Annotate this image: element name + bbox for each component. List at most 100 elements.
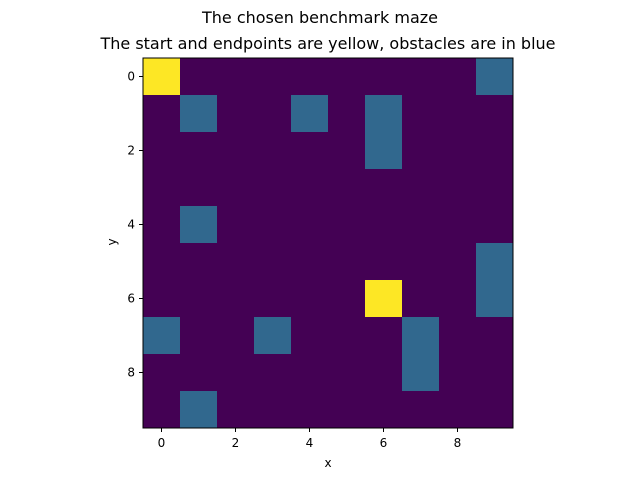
empty-cell — [254, 243, 292, 281]
y-tick-label: 0 — [127, 70, 135, 84]
y-tick-label: 4 — [127, 218, 135, 232]
empty-cell — [291, 391, 329, 429]
endpoint-cell — [365, 280, 403, 318]
empty-cell — [402, 169, 440, 207]
empty-cell — [365, 58, 403, 96]
obstacle-cell — [180, 391, 218, 429]
empty-cell — [365, 206, 403, 244]
x-tick-label: 0 — [158, 436, 166, 450]
empty-cell — [476, 317, 514, 355]
empty-cell — [217, 95, 255, 133]
empty-cell — [328, 354, 366, 392]
empty-cell — [291, 280, 329, 318]
empty-cell — [180, 58, 218, 96]
obstacle-cell — [476, 280, 514, 318]
empty-cell — [143, 243, 181, 281]
empty-cell — [365, 243, 403, 281]
empty-cell — [254, 169, 292, 207]
empty-cell — [291, 169, 329, 207]
y-axis: 0 2 4 6 8 — [127, 70, 143, 380]
empty-cell — [180, 132, 218, 170]
empty-cell — [143, 354, 181, 392]
obstacle-cell — [180, 206, 218, 244]
empty-cell — [328, 317, 366, 355]
empty-cell — [328, 169, 366, 207]
empty-cell — [143, 280, 181, 318]
obstacle-cell — [291, 95, 329, 133]
obstacle-cell — [476, 243, 514, 281]
x-axis: 0 2 4 6 8 — [158, 428, 462, 450]
empty-cell — [291, 206, 329, 244]
empty-cell — [254, 95, 292, 133]
chart-title: The start and endpoints are yellow, obst… — [99, 34, 555, 53]
empty-cell — [439, 169, 477, 207]
empty-cell — [217, 132, 255, 170]
empty-cell — [439, 206, 477, 244]
empty-cell — [291, 354, 329, 392]
x-tick-label: 2 — [232, 436, 240, 450]
empty-cell — [254, 58, 292, 96]
empty-cell — [439, 132, 477, 170]
empty-cell — [254, 206, 292, 244]
empty-cell — [476, 354, 514, 392]
empty-cell — [439, 243, 477, 281]
obstacle-cell — [402, 354, 440, 392]
obstacle-cell — [365, 95, 403, 133]
x-tick-label: 4 — [306, 436, 314, 450]
plot-frame — [142, 57, 514, 429]
empty-cell — [143, 391, 181, 429]
empty-cell — [439, 95, 477, 133]
empty-cell — [328, 243, 366, 281]
empty-cell — [328, 280, 366, 318]
chart-suptitle: The chosen benchmark maze — [201, 8, 438, 27]
empty-cell — [439, 58, 477, 96]
empty-cell — [217, 317, 255, 355]
empty-cell — [143, 169, 181, 207]
empty-cell — [439, 391, 477, 429]
obstacle-cell — [402, 317, 440, 355]
empty-cell — [328, 206, 366, 244]
empty-cell — [291, 58, 329, 96]
empty-cell — [328, 95, 366, 133]
y-axis-label: y — [105, 238, 119, 245]
x-tick-label: 6 — [380, 436, 388, 450]
empty-cell — [402, 280, 440, 318]
empty-cell — [402, 95, 440, 133]
empty-cell — [291, 317, 329, 355]
obstacle-cell — [143, 317, 181, 355]
obstacle-cell — [476, 58, 514, 96]
empty-cell — [402, 58, 440, 96]
y-tick-label: 8 — [127, 366, 135, 380]
empty-cell — [217, 58, 255, 96]
obstacle-cell — [365, 132, 403, 170]
empty-cell — [402, 243, 440, 281]
y-tick-label: 6 — [127, 292, 135, 306]
empty-cell — [254, 391, 292, 429]
heatmap-cells — [143, 58, 514, 429]
endpoint-cell — [143, 58, 181, 96]
empty-cell — [365, 169, 403, 207]
empty-cell — [143, 95, 181, 133]
empty-cell — [254, 280, 292, 318]
empty-cell — [291, 243, 329, 281]
empty-cell — [439, 280, 477, 318]
empty-cell — [180, 243, 218, 281]
obstacle-cell — [180, 95, 218, 133]
empty-cell — [291, 132, 329, 170]
empty-cell — [180, 354, 218, 392]
empty-cell — [217, 169, 255, 207]
empty-cell — [217, 280, 255, 318]
x-tick-label: 8 — [454, 436, 462, 450]
empty-cell — [439, 317, 477, 355]
empty-cell — [402, 206, 440, 244]
x-axis-label: x — [324, 456, 331, 470]
obstacle-cell — [254, 317, 292, 355]
empty-cell — [143, 206, 181, 244]
empty-cell — [476, 169, 514, 207]
empty-cell — [328, 58, 366, 96]
empty-cell — [180, 317, 218, 355]
y-tick-label: 2 — [127, 144, 135, 158]
empty-cell — [476, 132, 514, 170]
empty-cell — [476, 206, 514, 244]
